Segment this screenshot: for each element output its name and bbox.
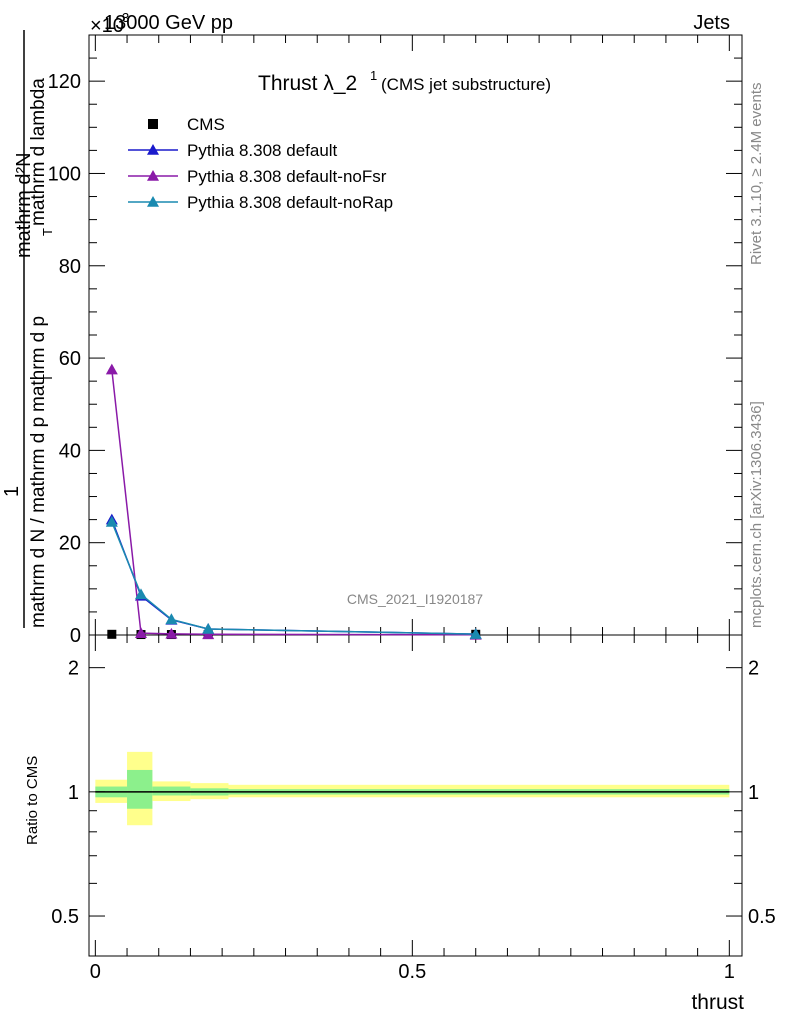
series-line	[111, 521, 476, 635]
ratio-y-tick-label: 0.5	[51, 906, 79, 928]
data-point	[202, 623, 215, 634]
x-tick-label: 1	[724, 961, 735, 983]
ratio-y-tick-label-right: 0.5	[748, 906, 776, 928]
y-tick-label: 60	[59, 348, 81, 370]
legend-label: CMS	[187, 115, 225, 134]
ratio-y-tick-label-right: 1	[748, 782, 759, 804]
x-ticks: 0 0.5 1	[90, 35, 735, 983]
y-tick-label: 80	[59, 256, 81, 278]
y-tick-label: 100	[48, 163, 81, 185]
ratio-y-tick-label: 1	[68, 782, 79, 804]
ylabel-main: mathrm d N / mathrm d p	[28, 417, 49, 628]
series-1	[105, 513, 482, 639]
legend-marker	[147, 196, 159, 207]
ratio-y-tick-label: 2	[68, 658, 79, 680]
data-point	[469, 628, 482, 639]
y-tick-label: 0	[70, 625, 81, 647]
series-line	[111, 519, 476, 635]
plot-subtitle: (CMS jet substructure)	[381, 75, 551, 94]
plot-title: Thrust λ_2	[258, 72, 357, 95]
x-tick-label: 0	[90, 961, 101, 983]
ratio-green-band	[127, 769, 153, 809]
plot-title-superscript: 1	[370, 68, 377, 83]
ratio-green-band	[152, 786, 191, 796]
ylabel-sub-2: T	[40, 228, 55, 236]
legend: CMS Pythia 8.308 default Pythia 8.308 defa…	[128, 115, 393, 212]
y-tick-label: 20	[59, 533, 81, 555]
ratio-ylabel: Ratio to CMS	[24, 756, 41, 845]
data-point	[134, 627, 147, 638]
data-point	[134, 588, 147, 600]
series-3	[105, 515, 482, 639]
legend-label: Pythia 8.308 default-noFsr	[187, 167, 387, 186]
ylabel-frac-one: 1	[1, 486, 23, 497]
legend-marker	[147, 170, 159, 181]
ylabel-tail: mathrm d lambda	[28, 78, 49, 226]
rivet-label: Rivet 3.1.10, ≥ 2.4M events	[748, 83, 765, 266]
legend-marker	[147, 144, 159, 155]
y-tick-label: 120	[48, 71, 81, 93]
y-axis-title: mathrm d²N 1 mathrm d N / mathrm d p mat…	[1, 30, 55, 628]
data-point	[165, 613, 178, 625]
ylabel-mid: mathrm d p	[28, 316, 49, 412]
legend-marker	[148, 119, 158, 129]
process-label: Jets	[693, 12, 730, 34]
data-point	[105, 515, 118, 527]
series-2	[105, 363, 482, 640]
y-tick-label: 40	[59, 440, 81, 462]
exponent-power: 3	[122, 10, 129, 25]
legend-label: Pythia 8.308 default	[187, 141, 338, 160]
analysis-watermark: CMS_2021_I1920187	[347, 591, 483, 607]
ratio-y-ticks: 0.5 0.5 1 1 2 2	[51, 658, 776, 928]
data-point	[165, 627, 178, 639]
main-y-ticks: 0 20 40 60 80 100 120	[48, 34, 742, 647]
x-axis-label: thrust	[691, 991, 744, 1014]
series-layer	[105, 363, 482, 640]
mcplots-label: mcplots.cern.ch [arXiv:1306.3436]	[748, 401, 765, 628]
data-point	[107, 629, 117, 639]
data-point	[105, 363, 118, 375]
ylabel-sub-1: T	[40, 374, 55, 382]
exponent-label: ×10	[90, 15, 124, 37]
x-tick-label: 0.5	[398, 961, 426, 983]
energy-label: 13000 GeV pp	[104, 12, 233, 34]
legend-label: Pythia 8.308 default-noRap	[187, 193, 393, 212]
ratio-y-tick-label-right: 2	[748, 658, 759, 680]
ratio-bands	[95, 751, 730, 826]
